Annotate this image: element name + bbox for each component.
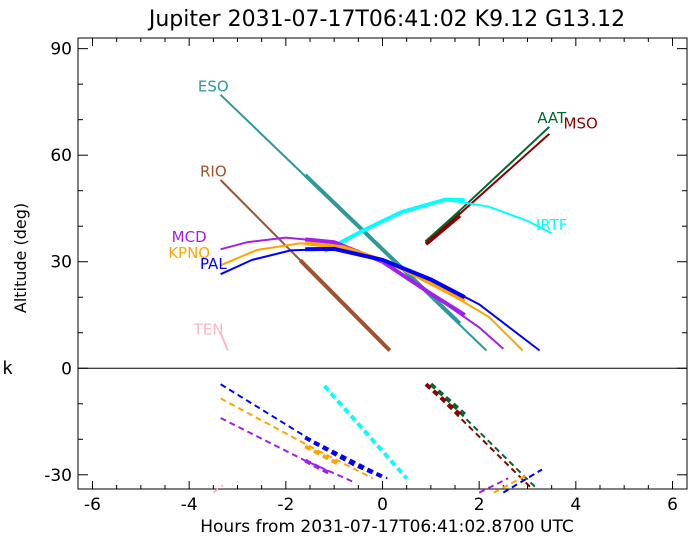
x-axis-label: Hours from 2031-07-17T06:41:02.8700 UTC bbox=[200, 517, 573, 537]
x-tick-label: 2 bbox=[474, 495, 485, 515]
x-tick-label: 0 bbox=[377, 495, 388, 515]
below-horizon-dash-pal bbox=[220, 383, 388, 480]
chart-title: Jupiter 2031-07-17T06:41:02 K9.12 G13.12 bbox=[147, 7, 625, 32]
below-horizon-dash-kpno bbox=[220, 397, 374, 480]
y-tick-label: -30 bbox=[44, 466, 72, 486]
series-line-ten bbox=[219, 332, 229, 351]
x-tick-label: -4 bbox=[181, 495, 198, 515]
series-line-thick-rio bbox=[298, 258, 392, 352]
series-layer bbox=[212, 94, 553, 494]
below-horizon-dash-kpno-late bbox=[493, 473, 528, 494]
axis-ticks: -6 -4 -2 0 2 4 6 -30 0 30 60 90 bbox=[44, 38, 687, 515]
y-tick-label: 60 bbox=[50, 146, 72, 166]
below-horizon-dash-mcd bbox=[220, 417, 354, 483]
series-line-thick-irtf bbox=[323, 197, 465, 253]
below-horizon-dash-thick-mcd bbox=[304, 458, 331, 475]
below-horizon-dash-thick-pal bbox=[304, 435, 384, 479]
series-label-pal: PAL bbox=[200, 255, 227, 273]
side-label: k bbox=[2, 358, 13, 379]
series-label-eso: ESO bbox=[198, 77, 229, 95]
series-label-kpno: KPNO bbox=[168, 244, 210, 262]
series-label-ten: TEN bbox=[193, 321, 224, 339]
y-tick-label: 30 bbox=[50, 253, 72, 273]
series-line-thick-eso bbox=[303, 173, 462, 325]
series-line-thick-pal bbox=[305, 246, 466, 299]
y-tick-label: 90 bbox=[50, 40, 72, 60]
series-label-rio: RIO bbox=[200, 162, 227, 180]
x-tick-label: -6 bbox=[84, 495, 101, 515]
below-horizon-dash-mcd-late bbox=[478, 477, 509, 494]
series-line-thick-mso bbox=[424, 214, 462, 246]
series-label-mcd: MCD bbox=[172, 228, 207, 246]
y-axis-label: Altitude (deg) bbox=[11, 203, 30, 313]
below-horizon-dash-ten-late bbox=[212, 484, 224, 494]
below-horizon-dash-thick-aat bbox=[429, 382, 467, 416]
x-tick-label: 6 bbox=[667, 495, 678, 515]
x-tick-label: 4 bbox=[570, 495, 581, 515]
series-label-irtf: IRTF bbox=[536, 216, 568, 234]
y-tick-label: 0 bbox=[61, 359, 72, 379]
below-horizon-dash-thick-mso bbox=[424, 382, 462, 416]
series-label-aat: AAT bbox=[537, 109, 567, 127]
below-horizon-dash-thick-kpno bbox=[304, 444, 340, 466]
below-horizon-dash-thick-irtf bbox=[323, 384, 409, 480]
series-label-mso: MSO bbox=[564, 115, 598, 133]
x-tick-label: -2 bbox=[277, 495, 294, 515]
series-line-pal bbox=[220, 247, 541, 352]
below-horizon-dash-pal-late bbox=[502, 468, 543, 494]
